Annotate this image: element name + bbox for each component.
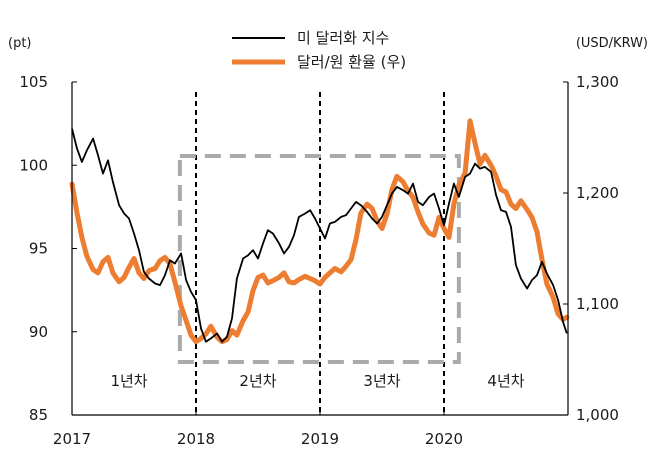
legend-label-exchange-rate: 달러/원 환율 (우)	[297, 53, 406, 71]
period-label: 3년차	[363, 372, 400, 390]
period-label: 2년차	[239, 372, 276, 390]
krw-exchange-rate-line	[69, 118, 570, 345]
period-markers	[195, 92, 445, 415]
right-axis-ticks: 1,000 1,100 1,200 1,300	[563, 73, 619, 424]
left-axis-unit: (pt)	[8, 36, 32, 51]
left-tick-label: 105	[19, 73, 48, 91]
right-tick-label: 1,000	[576, 406, 619, 424]
x-axis-ticks: 2017 2018 2019 2020	[53, 410, 463, 448]
left-tick-label: 100	[19, 156, 48, 174]
second-third-year-box	[177, 154, 461, 364]
right-tick-label: 1,300	[576, 73, 619, 91]
x-tick-label: 2018	[177, 430, 215, 448]
left-tick-label: 90	[29, 323, 48, 341]
legend: 미 달러화 지수 달러/원 환율 (우)	[232, 29, 406, 71]
x-tick-label: 2019	[301, 430, 339, 448]
period-label: 1년차	[110, 372, 147, 390]
x-tick-label: 2017	[53, 430, 91, 448]
period-label: 4년차	[487, 372, 524, 390]
right-axis-unit: (USD/KRW)	[576, 36, 648, 51]
dollar-index-line	[71, 128, 568, 343]
x-tick-label: 2020	[425, 430, 463, 448]
period-labels: 1년차 2년차 3년차 4년차	[110, 372, 524, 390]
left-tick-label: 95	[29, 240, 48, 258]
left-axis-ticks: 85 90 95 100 105	[19, 73, 77, 424]
right-tick-label: 1,100	[576, 295, 619, 313]
legend-label-dollar-index: 미 달러화 지수	[297, 29, 389, 47]
right-tick-label: 1,200	[576, 184, 619, 202]
left-tick-label: 85	[29, 406, 48, 424]
plot-area	[69, 92, 570, 415]
